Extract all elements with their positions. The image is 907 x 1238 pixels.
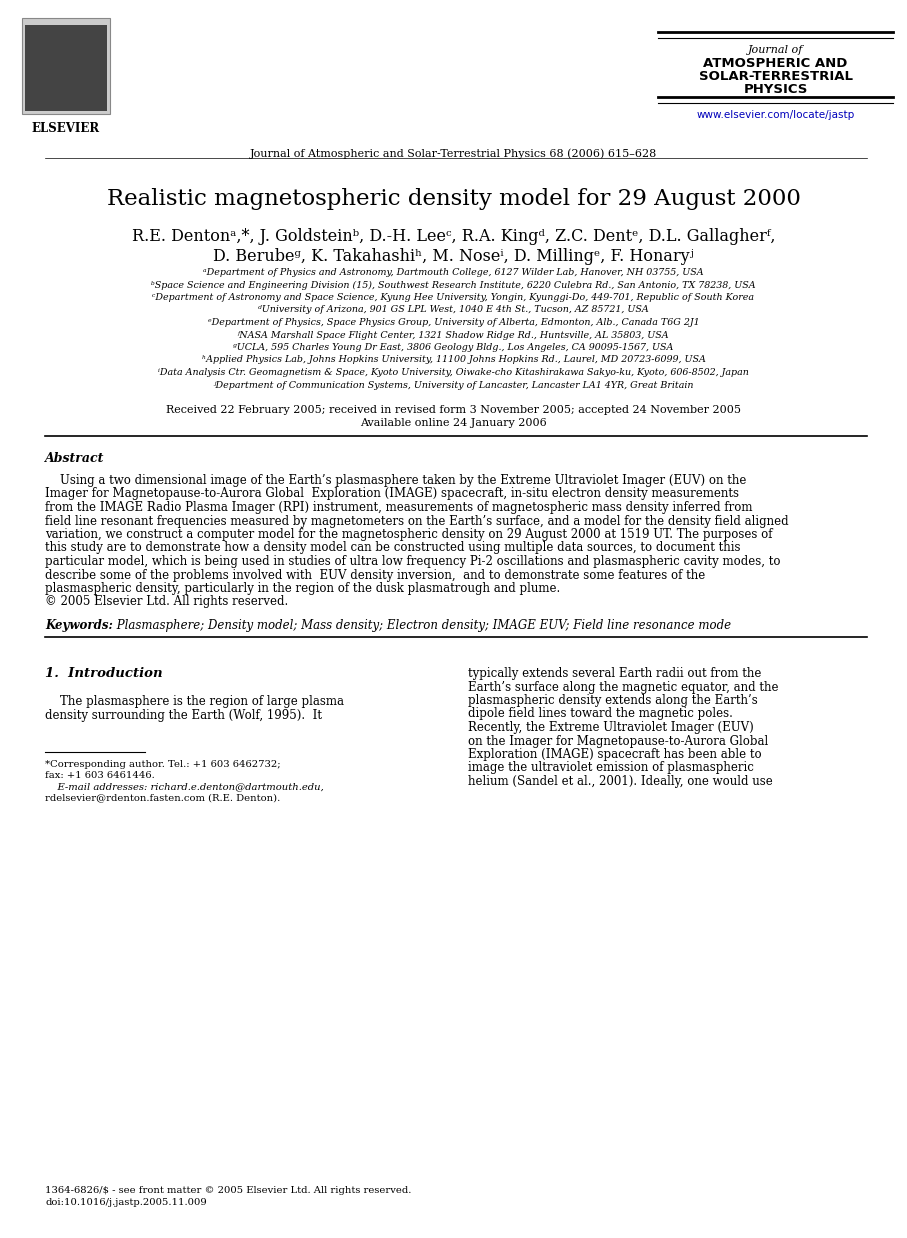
Text: ᶜDepartment of Astronomy and Space Science, Kyung Hee University, Yongin, Kyungg: ᶜDepartment of Astronomy and Space Scien…	[152, 293, 755, 302]
Text: SOLAR-TERRESTRIAL: SOLAR-TERRESTRIAL	[698, 71, 853, 83]
Text: this study are to demonstrate how a density model can be constructed using multi: this study are to demonstrate how a dens…	[45, 541, 740, 555]
Text: on the Imager for Magnetopause-to-Aurora Global: on the Imager for Magnetopause-to-Aurora…	[468, 734, 768, 748]
Text: Received 22 February 2005; received in revised form 3 November 2005; accepted 24: Received 22 February 2005; received in r…	[166, 405, 741, 415]
Text: variation, we construct a computer model for the magnetospheric density on 29 Au: variation, we construct a computer model…	[45, 527, 773, 541]
Text: ELSEVIER: ELSEVIER	[32, 123, 100, 135]
Text: Abstract: Abstract	[45, 452, 104, 465]
Text: E-mail addresses: richard.e.denton@dartmouth.edu,: E-mail addresses: richard.e.denton@dartm…	[45, 782, 324, 791]
Text: ᵃDepartment of Physics and Astronomy, Dartmouth College, 6127 Wilder Lab, Hanove: ᵃDepartment of Physics and Astronomy, Da…	[203, 267, 704, 277]
Text: © 2005 Elsevier Ltd. All rights reserved.: © 2005 Elsevier Ltd. All rights reserved…	[45, 595, 288, 609]
Text: doi:10.1016/j.jastp.2005.11.009: doi:10.1016/j.jastp.2005.11.009	[45, 1198, 207, 1207]
Text: ᵍUCLA, 595 Charles Young Dr East, 3806 Geology Bldg., Los Angeles, CA 90095-1567: ᵍUCLA, 595 Charles Young Dr East, 3806 G…	[233, 343, 674, 352]
Text: Journal of Atmospheric and Solar-Terrestrial Physics 68 (2006) 615–628: Journal of Atmospheric and Solar-Terrest…	[249, 149, 658, 158]
Bar	[25, 25, 107, 111]
Text: Using a two dimensional image of the Earth’s plasmasphere taken by the Extreme U: Using a two dimensional image of the Ear…	[45, 474, 746, 487]
Text: ʰApplied Physics Lab, Johns Hopkins University, 11100 Johns Hopkins Rd., Laurel,: ʰApplied Physics Lab, Johns Hopkins Univ…	[201, 355, 706, 364]
Text: particular model, which is being used in studies of ultra low frequency Pi-2 osc: particular model, which is being used in…	[45, 555, 781, 568]
Text: describe some of the problems involved with  EUV density inversion,  and to demo: describe some of the problems involved w…	[45, 568, 706, 582]
Text: Recently, the Extreme Ultraviolet Imager (EUV): Recently, the Extreme Ultraviolet Imager…	[468, 721, 754, 734]
Text: Journal of: Journal of	[747, 45, 804, 54]
Text: typically extends several Earth radii out from the: typically extends several Earth radii ou…	[468, 667, 761, 680]
Text: Keywords:: Keywords:	[45, 619, 112, 633]
Text: ᶠNASA Marshall Space Flight Center, 1321 Shadow Ridge Rd., Huntsville, AL 35803,: ᶠNASA Marshall Space Flight Center, 1321…	[238, 331, 669, 339]
Text: image the ultraviolet emission of plasmaspheric: image the ultraviolet emission of plasma…	[468, 761, 754, 775]
Text: 1.  Introduction: 1. Introduction	[45, 667, 162, 680]
Text: *Corresponding author. Tel.: +1 603 6462732;: *Corresponding author. Tel.: +1 603 6462…	[45, 760, 280, 769]
Text: helium (Sandel et al., 2001). Ideally, one would use: helium (Sandel et al., 2001). Ideally, o…	[468, 775, 773, 789]
Text: Exploration (IMAGE) spacecraft has been able to: Exploration (IMAGE) spacecraft has been …	[468, 748, 762, 761]
Text: PHYSICS: PHYSICS	[744, 83, 808, 97]
Text: ᵉDepartment of Physics, Space Physics Group, University of Alberta, Edmonton, Al: ᵉDepartment of Physics, Space Physics Gr…	[208, 318, 699, 327]
Text: Realistic magnetospheric density model for 29 August 2000: Realistic magnetospheric density model f…	[106, 188, 801, 210]
Text: www.elsevier.com/locate/jastp: www.elsevier.com/locate/jastp	[697, 110, 854, 120]
Text: ATMOSPHERIC AND: ATMOSPHERIC AND	[703, 57, 848, 71]
Text: D. Berubeᵍ, K. Takahashiʰ, M. Noseⁱ, D. Millingᵉ, F. Honaryʲ: D. Berubeᵍ, K. Takahashiʰ, M. Noseⁱ, D. …	[213, 248, 694, 265]
Text: The plasmasphere is the region of large plasma: The plasmasphere is the region of large …	[45, 695, 344, 708]
Text: ᵈUniversity of Arizona, 901 GS LPL West, 1040 E 4th St., Tucson, AZ 85721, USA: ᵈUniversity of Arizona, 901 GS LPL West,…	[258, 306, 649, 314]
Text: Plasmasphere; Density model; Mass density; Electron density; IMAGE EUV; Field li: Plasmasphere; Density model; Mass densit…	[113, 619, 731, 633]
Text: rdelsevier@rdenton.fasten.com (R.E. Denton).: rdelsevier@rdenton.fasten.com (R.E. Dent…	[45, 794, 280, 802]
Text: from the IMAGE Radio Plasma Imager (RPI) instrument, measurements of magnetosphe: from the IMAGE Radio Plasma Imager (RPI)…	[45, 501, 753, 514]
Text: ʲDepartment of Communication Systems, University of Lancaster, Lancaster LA1 4YR: ʲDepartment of Communication Systems, Un…	[213, 380, 694, 390]
Text: field line resonant frequencies measured by magnetometers on the Earth’s surface: field line resonant frequencies measured…	[45, 515, 788, 527]
Text: plasmaspheric density extends along the Earth’s: plasmaspheric density extends along the …	[468, 695, 757, 707]
Text: density surrounding the Earth (Wolf, 1995).  It: density surrounding the Earth (Wolf, 199…	[45, 708, 322, 722]
Text: Available online 24 January 2006: Available online 24 January 2006	[360, 418, 547, 428]
Text: ⁱData Analysis Ctr. Geomagnetism & Space, Kyoto University, Oiwake-cho Kitashira: ⁱData Analysis Ctr. Geomagnetism & Space…	[158, 368, 749, 378]
Text: 1364-6826/$ - see front matter © 2005 Elsevier Ltd. All rights reserved.: 1364-6826/$ - see front matter © 2005 El…	[45, 1186, 412, 1195]
Text: ᵇSpace Science and Engineering Division (15), Southwest Research Institute, 6220: ᵇSpace Science and Engineering Division …	[151, 281, 756, 290]
Text: R.E. Dentonᵃ,*, J. Goldsteinᵇ, D.-H. Leeᶜ, R.A. Kingᵈ, Z.C. Dentᵉ, D.L. Gallaghe: R.E. Dentonᵃ,*, J. Goldsteinᵇ, D.-H. Lee…	[132, 228, 775, 245]
Text: Imager for Magnetopause-to-Aurora Global  Exploration (IMAGE) spacecraft, in-sit: Imager for Magnetopause-to-Aurora Global…	[45, 488, 739, 500]
Text: Earth’s surface along the magnetic equator, and the: Earth’s surface along the magnetic equat…	[468, 681, 778, 693]
Text: plasmaspheric density, particularly in the region of the dusk plasmatrough and p: plasmaspheric density, particularly in t…	[45, 582, 561, 595]
Bar	[22, 19, 110, 114]
Text: fax: +1 603 6461446.: fax: +1 603 6461446.	[45, 771, 155, 780]
Text: dipole field lines toward the magnetic poles.: dipole field lines toward the magnetic p…	[468, 707, 733, 721]
